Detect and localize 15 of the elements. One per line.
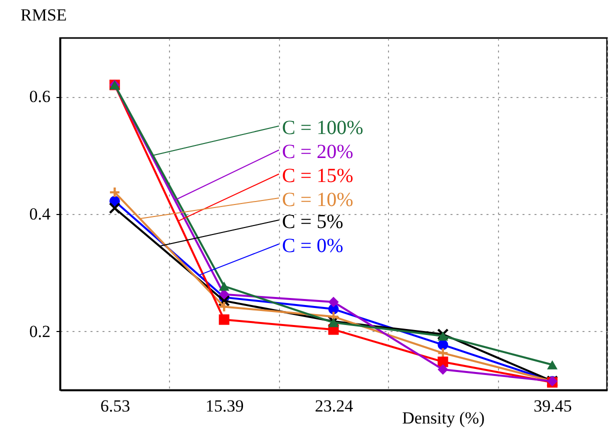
text: C = 5% (282, 211, 344, 233)
x-tick-label: 39.45 (534, 396, 572, 416)
y-tick-label: 0.2 (29, 322, 50, 341)
y-axis-title: RMSE (20, 6, 67, 24)
text: C = 15% (282, 165, 354, 187)
x-tick-label: 15.39 (205, 396, 244, 416)
y-tick-label: 0.4 (29, 204, 51, 224)
legend-label: C = 0% (282, 235, 344, 257)
text: C = 100% (282, 117, 364, 139)
x-tick-label: 6.53 (100, 396, 130, 416)
y-tick-label: 0.6 (29, 87, 50, 106)
text: C = 10% (282, 189, 354, 211)
x-tick-label: 23.24 (314, 396, 354, 416)
text: C = 20% (282, 141, 354, 163)
x-axis-title: Density (%) (402, 408, 485, 428)
